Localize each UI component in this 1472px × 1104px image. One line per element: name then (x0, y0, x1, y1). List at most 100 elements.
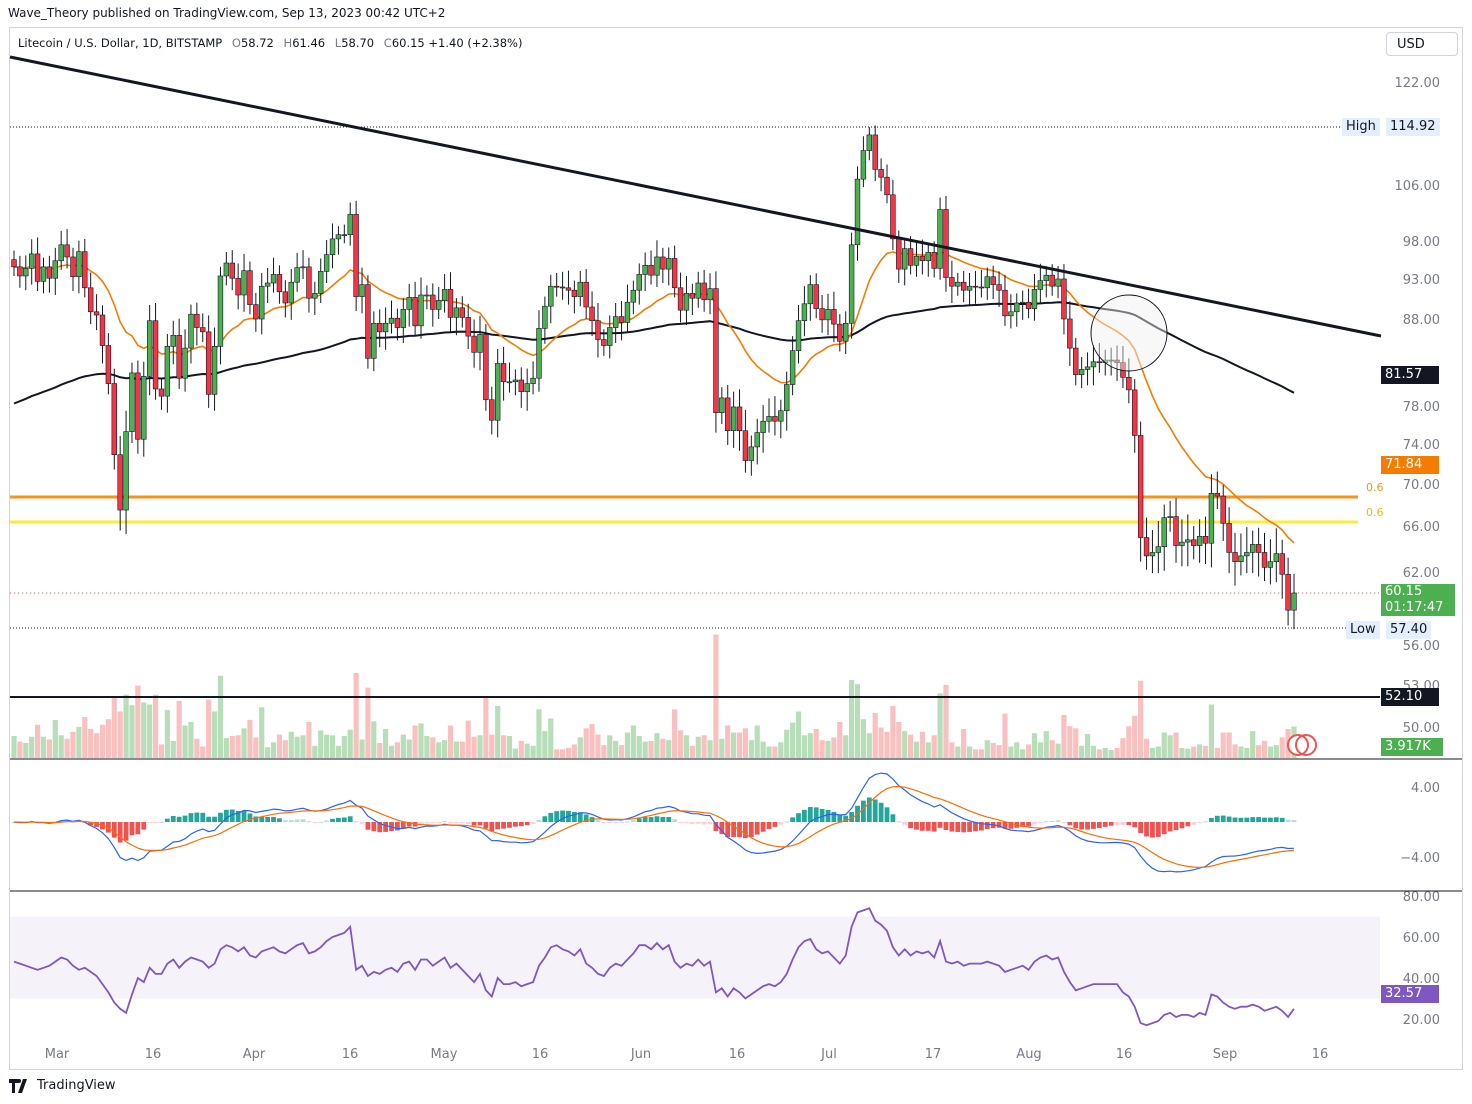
candle-body (223, 262, 230, 277)
macd-histogram-bar (1273, 817, 1279, 822)
candle (648, 250, 654, 285)
macd-histogram-bar (418, 822, 424, 825)
candle (394, 308, 401, 341)
macd-histogram-bar (619, 822, 624, 823)
volume-bar (577, 737, 583, 758)
candle-body (282, 291, 289, 304)
candle (760, 405, 766, 453)
high-label: H (283, 36, 293, 50)
candle-body (1114, 359, 1120, 363)
volume-bar (17, 741, 23, 758)
volume-bar (913, 741, 920, 758)
macd-histogram-bar (170, 815, 176, 822)
macd-histogram-bar (1220, 815, 1226, 822)
macd-histogram-bar (1191, 822, 1197, 825)
candle-body (1185, 539, 1191, 543)
candle-body (1019, 301, 1026, 304)
high-label-tag: High (1342, 118, 1380, 136)
open-label: O (231, 36, 241, 50)
candle (477, 315, 483, 371)
candle-body (559, 286, 566, 289)
volume-bar (554, 749, 560, 758)
candle-body (860, 150, 867, 180)
candle-body (235, 277, 241, 296)
candle-body (1025, 301, 1032, 309)
macd-histogram-bar (530, 822, 536, 824)
candle (300, 250, 306, 279)
volume-bar (1084, 733, 1091, 758)
macd-histogram-bar (943, 822, 949, 830)
candle (890, 179, 896, 251)
macd-histogram-bar (554, 811, 560, 822)
candle-body (17, 266, 23, 277)
candle-body (837, 323, 843, 342)
candle-body (813, 284, 819, 309)
macd-histogram-bar (1238, 817, 1244, 822)
volume-bar (707, 740, 713, 758)
candle-body (624, 301, 631, 323)
volume-bar (654, 733, 660, 758)
currency-button[interactable]: USD (1386, 32, 1458, 56)
candle-body (347, 214, 353, 235)
macd-histogram-bar (813, 807, 819, 822)
candle (46, 255, 53, 293)
volume-bar (1132, 715, 1138, 758)
macd-histogram-bar (849, 812, 855, 822)
candle-body (58, 244, 64, 262)
trendlines[interactable] (9, 55, 1382, 372)
volume-bar (571, 744, 577, 758)
macd-histogram-bar (654, 816, 660, 822)
volume-bar (1197, 744, 1203, 758)
volume-bar (453, 741, 459, 758)
volume-bar (1079, 745, 1085, 758)
candle (459, 296, 465, 328)
volume-bar (282, 740, 288, 758)
candle (365, 275, 371, 369)
macd-histogram-bar (229, 809, 235, 822)
candle (1244, 527, 1250, 574)
volume-bar (436, 742, 442, 758)
candle-body (1084, 366, 1091, 370)
candle (990, 265, 996, 299)
tradingview-logo[interactable]: TradingView (9, 1078, 116, 1093)
candle-body (660, 256, 666, 270)
rsi-axis-label-2: 40.00 (1403, 972, 1440, 987)
time-axis-label-7: 16 (729, 1047, 746, 1062)
macd-histogram-bar (353, 821, 359, 823)
macd-histogram-bar (955, 822, 961, 832)
volume-bar (902, 731, 908, 758)
price-axis-label-7: 70.00 (1403, 478, 1440, 493)
candle-body (1090, 361, 1097, 368)
candle (1090, 345, 1097, 386)
volume-bar (701, 735, 707, 758)
volume-bar (412, 725, 418, 758)
volume-bar (536, 709, 542, 758)
candle-body (878, 169, 884, 178)
candle (288, 269, 294, 320)
candle (677, 272, 684, 323)
candle (223, 252, 230, 286)
candle-body (890, 194, 896, 240)
candle (972, 271, 979, 304)
candle-body (666, 258, 672, 270)
candle-body (1179, 541, 1185, 546)
tradingview-logo-text: TradingView (37, 1078, 116, 1093)
macd-histogram-bar (896, 821, 902, 823)
candle (1132, 379, 1138, 453)
volume-bar (819, 740, 825, 758)
macd-histogram-bar (453, 822, 459, 823)
macd-histogram-bar (984, 822, 990, 829)
macd-histogram-bar (512, 822, 518, 827)
macd-histogram-bar (819, 808, 825, 822)
volume-bar (583, 728, 589, 758)
candle-body (553, 285, 560, 288)
candle-body (64, 244, 70, 258)
volume-bar (1173, 732, 1179, 758)
candle (211, 327, 218, 411)
support-tag: 52.10 (1381, 688, 1439, 706)
candle (713, 271, 719, 433)
candle-body (500, 363, 507, 383)
candle-body (1202, 536, 1209, 544)
candle (984, 267, 990, 300)
